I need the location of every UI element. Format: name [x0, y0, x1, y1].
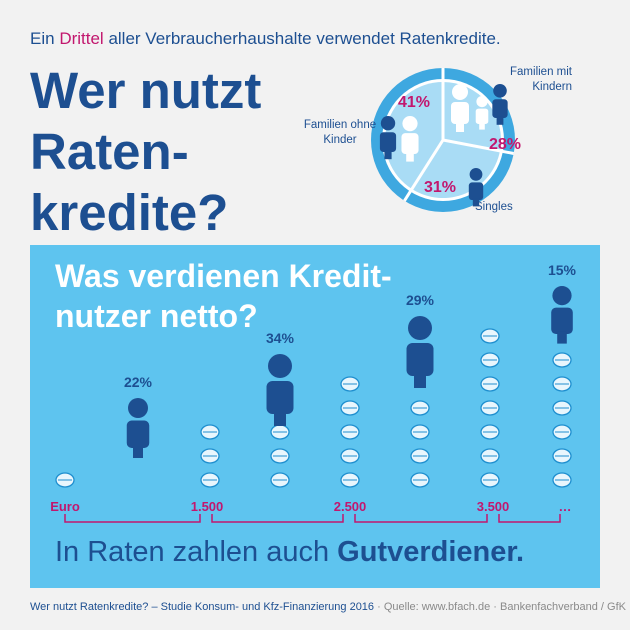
- person-head: [552, 286, 572, 306]
- tagline-text: In Raten zahlen auch: [55, 536, 330, 568]
- icon-adult-head: [493, 84, 507, 98]
- axis-bracket: [64, 514, 201, 523]
- axis-bracket: [211, 514, 344, 523]
- person: [126, 398, 150, 458]
- icon-child-body: [475, 108, 489, 124]
- pie-category-label: Familien ohne Kinder: [303, 119, 377, 146]
- icon-adult-legs: [384, 150, 392, 160]
- value-label: 29%: [405, 292, 435, 308]
- icon-adult-head: [452, 84, 468, 100]
- person: [551, 286, 573, 344]
- icon-adult-head: [380, 116, 396, 131]
- pie-divider: [403, 139, 445, 202]
- person-head: [128, 398, 148, 418]
- footer-source: · Quelle: www.bfach.de · Bankenfachverba…: [377, 601, 626, 613]
- person-body: [551, 307, 573, 334]
- x-label: 3.500: [476, 499, 510, 514]
- person-legs: [557, 331, 567, 344]
- person-body: [266, 381, 294, 414]
- icon-single-legs: [472, 198, 480, 207]
- value-label: 15%: [547, 262, 577, 278]
- pie-value-label: 28%: [488, 136, 522, 153]
- x-label: …: [558, 499, 572, 514]
- icon-adult-body: [451, 102, 469, 124]
- value-label: 34%: [265, 330, 295, 346]
- pie-icons: [379, 84, 508, 207]
- person: [406, 316, 434, 388]
- person-body: [406, 343, 434, 376]
- intro-highlight: Drittel: [59, 29, 104, 48]
- axis-bracket: [354, 514, 488, 523]
- person-head: [268, 354, 292, 378]
- footer: Wer nutzt Ratenkredite? – Studie Konsum-…: [30, 601, 626, 613]
- person-head: [408, 316, 432, 340]
- x-label: 1.500: [190, 499, 224, 514]
- pie-value-label: 31%: [423, 179, 457, 196]
- pie-divider: [442, 138, 515, 155]
- headline: Wer nutzt Raten-kredite?: [30, 62, 262, 241]
- pie-category-label: Familien mit Kindern: [510, 66, 572, 93]
- axis-bracket: [498, 514, 561, 523]
- icon-single-body: [468, 182, 484, 200]
- person-legs: [414, 373, 426, 388]
- icon-adult-head: [402, 116, 418, 132]
- person-legs: [274, 411, 286, 426]
- pie-value-label: 41%: [397, 94, 431, 111]
- person-legs: [133, 445, 143, 458]
- person: [266, 354, 294, 426]
- x-label: 2.500: [333, 499, 367, 514]
- icon-single-head: [469, 168, 483, 181]
- intro-text: aller Verbraucherhaushalte verwendet Rat…: [108, 29, 501, 48]
- footer-title: Wer nutzt Ratenkredite? – Studie Konsum-…: [30, 601, 375, 613]
- icon-adult-body: [492, 99, 508, 118]
- icon-adult-legs: [406, 152, 414, 162]
- tagline: In Raten zahlen auch Gutverdiener.: [55, 536, 524, 569]
- icon-adult-legs: [496, 116, 504, 125]
- chart-title: Was verdienen Kredit-nutzer netto?: [55, 258, 392, 334]
- intro: Ein Drittel aller Verbraucherhaushalte v…: [30, 29, 501, 49]
- value-label: 22%: [123, 374, 153, 390]
- icon-adult-legs: [456, 122, 464, 132]
- intro-text: Ein: [30, 29, 55, 48]
- pie-category-label: Singles: [475, 201, 513, 213]
- tagline-bold: Gutverdiener.: [337, 536, 525, 568]
- icon-adult-body: [401, 133, 419, 154]
- x-label: Euro: [50, 499, 80, 514]
- icon-child-head: [476, 96, 488, 108]
- panel: [30, 245, 600, 588]
- icon-adult-body: [379, 132, 397, 152]
- icon-child-legs: [479, 122, 485, 130]
- person-body: [126, 420, 150, 448]
